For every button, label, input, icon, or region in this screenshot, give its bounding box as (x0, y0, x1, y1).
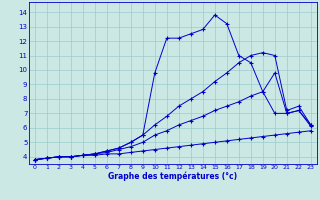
X-axis label: Graphe des températures (°c): Graphe des températures (°c) (108, 172, 237, 181)
